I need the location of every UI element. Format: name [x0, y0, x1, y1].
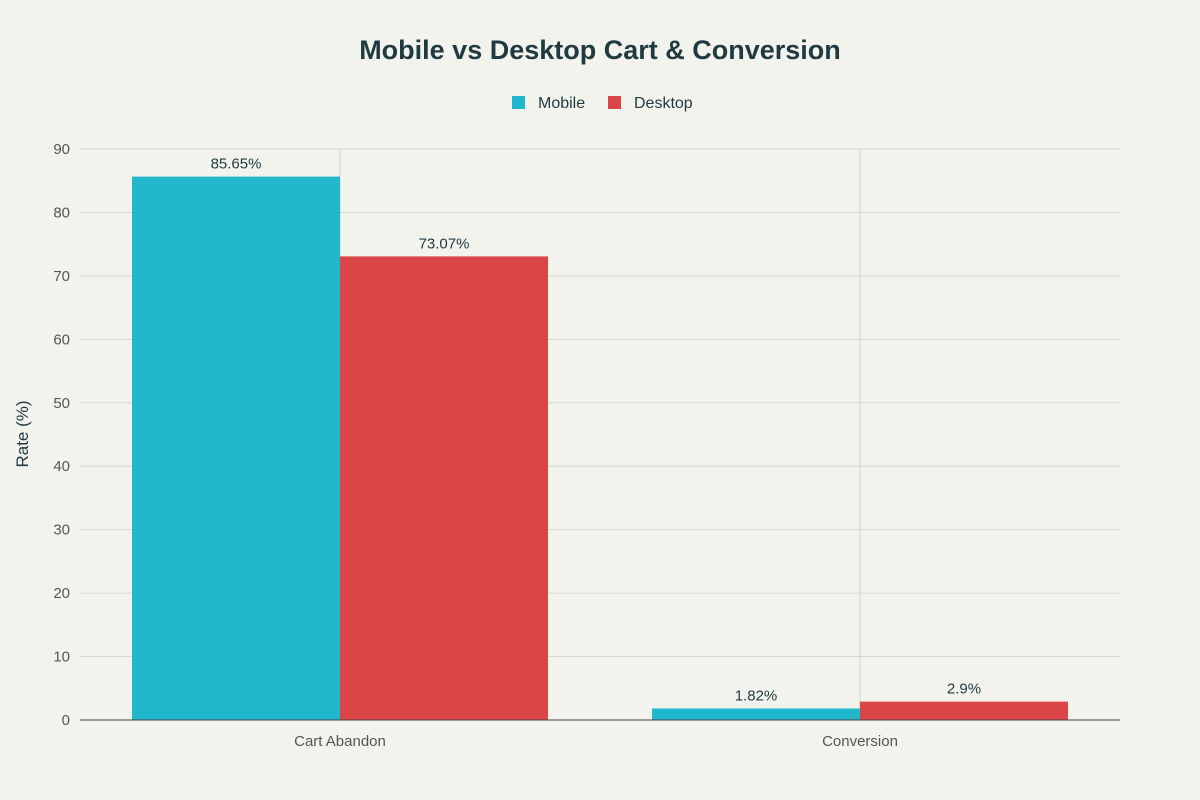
x-tick-label: Cart Abandon: [294, 733, 386, 750]
legend-swatch-desktop: [608, 96, 621, 109]
data-label: 2.9%: [947, 681, 981, 698]
legend: Mobile Desktop: [512, 95, 693, 112]
y-tick-label: 40: [53, 458, 70, 475]
bar-desktop: [860, 701, 1068, 720]
legend-label-mobile: Mobile: [538, 95, 585, 112]
y-axis-label: Rate (%): [13, 400, 32, 467]
bars: 85.65% 73.07% 1.82% 2.9%: [132, 156, 1068, 720]
y-tick-label: 30: [53, 522, 70, 539]
data-label: 85.65%: [211, 156, 262, 173]
data-label: 1.82%: [735, 687, 778, 704]
y-tick-label: 20: [53, 585, 70, 602]
chart-title: Mobile vs Desktop Cart & Conversion: [359, 35, 841, 65]
y-tick-label: 70: [53, 268, 70, 285]
bar-desktop: [340, 256, 548, 720]
y-tick-label: 80: [53, 204, 70, 221]
y-tick-label: 10: [53, 649, 70, 666]
data-label: 73.07%: [419, 235, 470, 252]
y-tick-label: 50: [53, 395, 70, 412]
axes: 0 10 20 30 40 50 60 70 80 90 Cart Abandon Conversio…: [53, 141, 1120, 750]
bar-mobile: [132, 176, 340, 720]
y-tick-label: 90: [53, 141, 70, 158]
y-tick-label: 60: [53, 331, 70, 348]
x-tick-label: Conversion: [822, 733, 898, 750]
y-tick-label: 0: [62, 712, 70, 729]
bar-mobile: [652, 708, 860, 720]
legend-swatch-mobile: [512, 96, 525, 109]
legend-label-desktop: Desktop: [634, 95, 693, 112]
